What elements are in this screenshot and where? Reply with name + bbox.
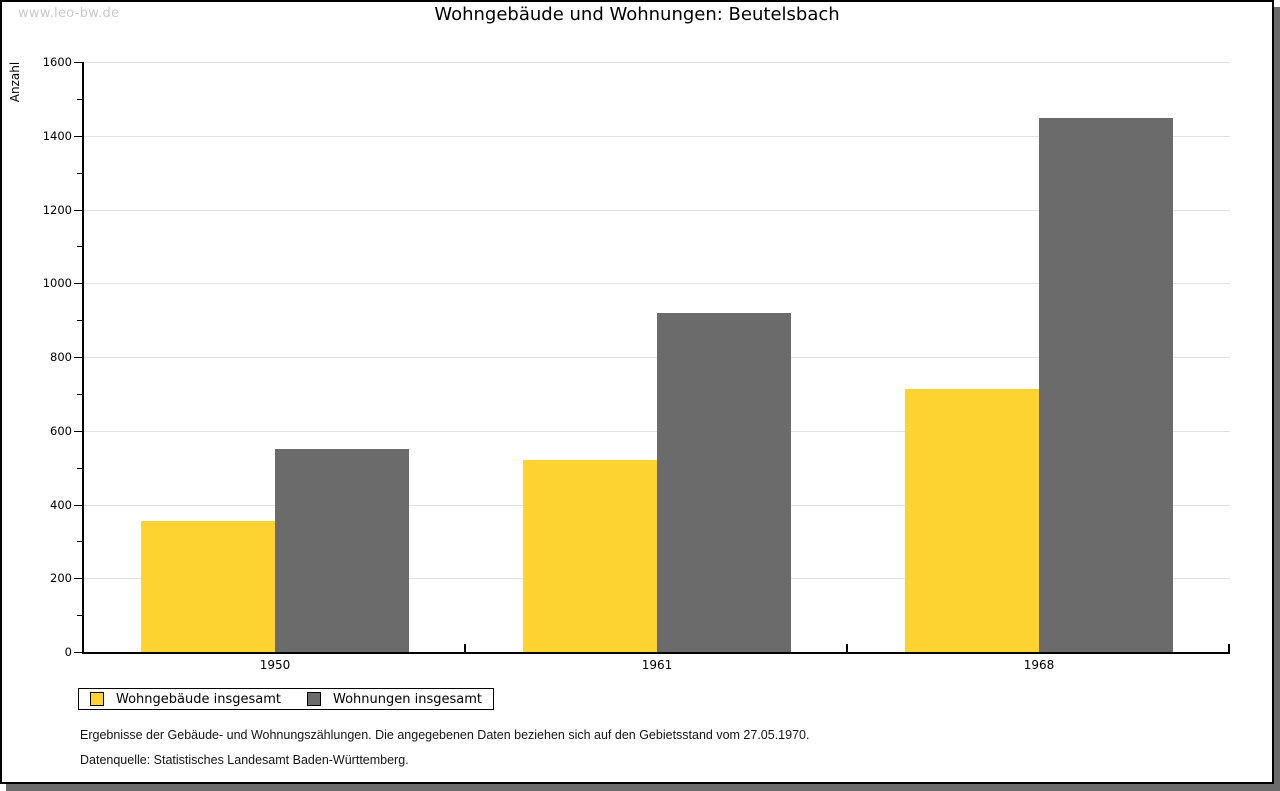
legend-item-wohnungen: Wohnungen insgesamt <box>307 692 482 707</box>
y-axis-tick <box>74 504 82 506</box>
legend-label: Wohnungen insgesamt <box>333 691 482 707</box>
y-axis-tick <box>74 62 82 63</box>
y-axis-minor-tick <box>77 320 82 322</box>
y-axis-minor-tick <box>77 246 82 248</box>
legend-label: Wohngebäude insgesamt <box>116 691 281 707</box>
x-axis-label: 1961 <box>641 658 673 672</box>
bar-wohnungen-1968 <box>1039 118 1173 652</box>
x-axis-label: 1968 <box>1023 658 1055 672</box>
watermark: www.leo-bw.de <box>18 6 120 21</box>
legend: Wohngebäude insgesamt Wohnungen insgesam… <box>78 688 494 710</box>
y-axis-tick-label: 400 <box>50 497 72 512</box>
y-axis-minor-tick <box>77 467 82 469</box>
y-axis-tick-label: 1600 <box>42 55 72 69</box>
x-axis-tick <box>464 644 466 652</box>
y-axis-minor-tick <box>77 541 82 543</box>
x-axis-tick <box>1228 644 1230 652</box>
y-axis-tick <box>74 652 82 653</box>
bar-wohnungen-1961 <box>657 312 791 652</box>
bar-wohnungen-1950 <box>275 448 409 652</box>
y-axis-tick-label: 600 <box>50 423 72 438</box>
y-axis-tick-label: 0 <box>64 645 72 659</box>
y-axis-minor-tick <box>77 98 82 100</box>
chart-title: Wohngebäude und Wohnungen: Beutelsbach <box>434 4 840 25</box>
bar-wohngebaeude-1968 <box>905 389 1039 652</box>
gridline <box>84 283 1230 285</box>
panel-shadow-right <box>1274 7 1280 791</box>
y-axis-tick-label: 800 <box>50 350 72 364</box>
y-axis-tick <box>74 430 82 432</box>
y-axis-tick <box>74 283 82 285</box>
y-axis-tick <box>74 357 82 358</box>
legend-swatch-wohnungen <box>307 692 321 706</box>
y-axis-minor-tick <box>77 172 82 174</box>
footnote-line-1: Ergebnisse der Gebäude- und Wohnungszähl… <box>80 728 810 742</box>
panel-shadow-bottom <box>6 784 1274 791</box>
y-axis-minor-tick <box>77 393 82 395</box>
y-axis-tick <box>74 209 82 211</box>
y-axis-tick-label: 1000 <box>42 276 72 291</box>
legend-swatch-wohngebaeude <box>90 692 104 706</box>
plot-area: 0 200 400 600 800 1000 1200 1400 1600 1950 1961 196… <box>43 55 1230 672</box>
x-axis-tick <box>846 644 848 652</box>
y-axis-tick <box>74 578 82 580</box>
y-axis-tick-label: 1200 <box>42 202 72 217</box>
bar-wohngebaeude-1961 <box>523 460 657 652</box>
y-axis-tick <box>74 135 82 137</box>
x-axis-label: 1950 <box>259 658 291 672</box>
bar-wohngebaeude-1950 <box>141 521 275 652</box>
gridline <box>84 62 1230 63</box>
y-axis-tick-label: 200 <box>50 571 72 586</box>
gridline <box>84 209 1230 211</box>
gridline <box>84 135 1230 137</box>
y-axis-title: Anzahl <box>8 61 22 103</box>
y-axis-tick-label: 1400 <box>42 128 72 143</box>
y-axis-minor-tick <box>77 615 82 617</box>
legend-item-wohngebaeude: Wohngebäude insgesamt <box>90 692 281 707</box>
footnote-line-2: Datenquelle: Statistisches Landesamt Bad… <box>80 753 409 767</box>
